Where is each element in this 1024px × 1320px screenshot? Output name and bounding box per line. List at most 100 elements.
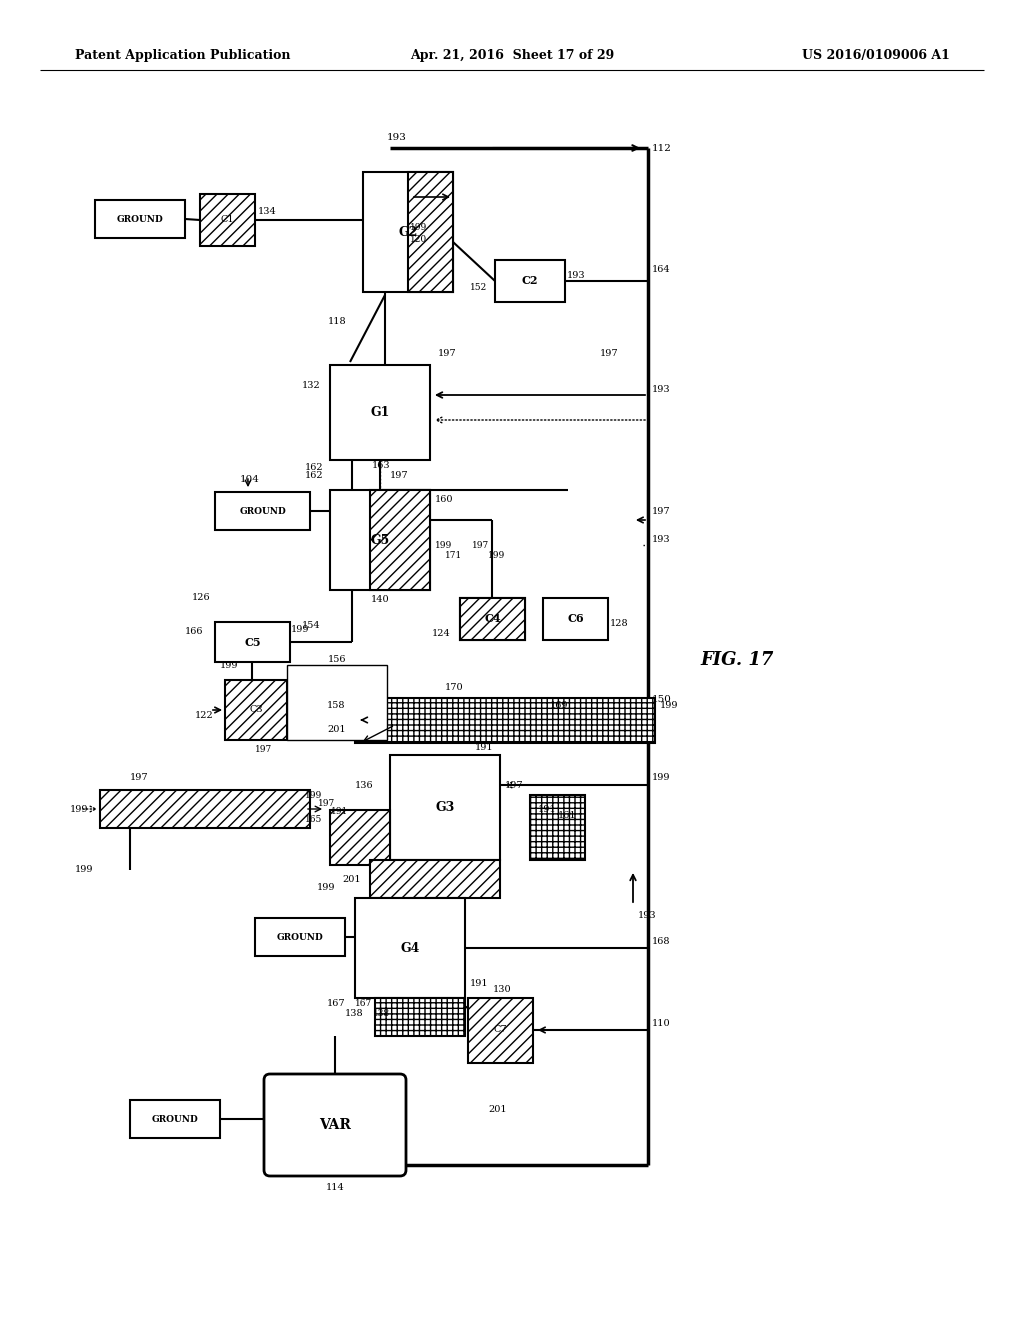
Bar [200,194,255,246]
Text: C3: C3 [249,705,263,714]
Text: 126: 126 [193,594,211,602]
Text: 138: 138 [345,1008,364,1018]
Text: US 2016/0109006 A1: US 2016/0109006 A1 [802,49,950,62]
FancyBboxPatch shape [264,1074,406,1176]
Bar [530,795,585,861]
Text: 197: 197 [130,774,148,783]
Text: 199: 199 [652,772,671,781]
Text: 161: 161 [558,810,577,820]
Text: 197: 197 [600,348,618,358]
Text: 197: 197 [390,470,409,479]
Text: 197: 197 [255,746,272,755]
Text: 154: 154 [302,620,321,630]
Text: 201: 201 [327,726,346,734]
Text: 170: 170 [445,684,464,693]
Text: 162: 162 [305,463,324,473]
Text: 201: 201 [488,1106,507,1114]
Bar [100,789,310,828]
Text: 158: 158 [327,701,345,710]
Bar [495,260,565,302]
Bar [355,898,465,998]
Bar [130,1100,220,1138]
Bar [390,755,500,861]
Bar [370,861,500,898]
Text: 134: 134 [258,207,276,216]
Text: 122: 122 [195,710,214,719]
Text: 193: 193 [387,133,407,143]
Bar [355,698,655,743]
Bar [287,665,387,741]
Bar [460,598,525,640]
Bar [215,622,290,663]
Text: 140: 140 [371,595,389,605]
Text: 199: 199 [435,540,453,549]
Text: 136: 136 [355,780,374,789]
Text: 165: 165 [304,816,322,825]
Text: 191: 191 [538,805,557,814]
Bar [362,172,453,292]
Text: 199: 199 [70,804,88,813]
Text: 120: 120 [410,235,427,244]
Text: 163: 163 [372,461,390,470]
Bar [215,492,310,531]
Text: 162: 162 [305,470,324,479]
Text: 169: 169 [550,701,568,710]
Text: 168: 168 [652,937,671,946]
Text: 197: 197 [438,348,457,358]
Bar [100,789,310,828]
Bar [408,172,453,292]
Text: G5: G5 [371,533,389,546]
Bar [468,998,534,1063]
Text: 112: 112 [652,144,672,153]
Text: 197: 197 [317,799,335,808]
Text: G3: G3 [435,801,455,814]
Text: FIG. 17: FIG. 17 [700,651,773,669]
Text: GROUND: GROUND [117,214,164,223]
Text: 104: 104 [240,475,260,484]
Text: 167: 167 [355,998,373,1007]
Text: VAR: VAR [319,1118,351,1133]
Bar [200,194,255,246]
Bar [330,366,430,459]
Bar [468,998,534,1063]
Text: C2: C2 [522,276,539,286]
Text: 199: 199 [660,701,679,710]
Text: 150: 150 [652,696,672,705]
Bar [330,810,390,865]
Text: 114: 114 [326,1184,344,1192]
Text: 199: 199 [291,626,309,635]
Text: 199: 199 [410,223,427,231]
Bar [370,490,430,590]
Text: 193: 193 [567,271,586,280]
Text: 201: 201 [342,874,360,883]
Bar [255,917,345,956]
Bar [330,490,430,590]
Text: 191: 191 [470,978,488,987]
Text: C7: C7 [494,1026,507,1035]
Text: 130: 130 [493,986,512,994]
Bar [460,598,525,640]
Bar [530,795,585,861]
Bar [225,680,287,741]
Text: 167: 167 [327,998,346,1007]
Text: 152: 152 [470,284,487,293]
Text: 160: 160 [435,495,454,504]
Text: 124: 124 [432,628,451,638]
Text: G4: G4 [400,941,420,954]
Text: 191: 191 [475,743,494,752]
Text: GROUND: GROUND [240,507,286,516]
Bar [330,810,390,865]
Text: 132: 132 [302,380,321,389]
Text: 197: 197 [652,507,671,516]
Text: C1: C1 [221,215,234,224]
Text: 138: 138 [373,1008,390,1018]
Text: 164: 164 [652,265,671,275]
Bar [375,998,465,1036]
Text: 199: 199 [220,661,239,671]
Text: G2: G2 [398,226,418,239]
Bar [408,172,453,292]
Text: 118: 118 [328,318,347,326]
Text: 128: 128 [610,619,629,627]
Text: GROUND: GROUND [152,1114,199,1123]
Text: Apr. 21, 2016  Sheet 17 of 29: Apr. 21, 2016 Sheet 17 of 29 [410,49,614,62]
